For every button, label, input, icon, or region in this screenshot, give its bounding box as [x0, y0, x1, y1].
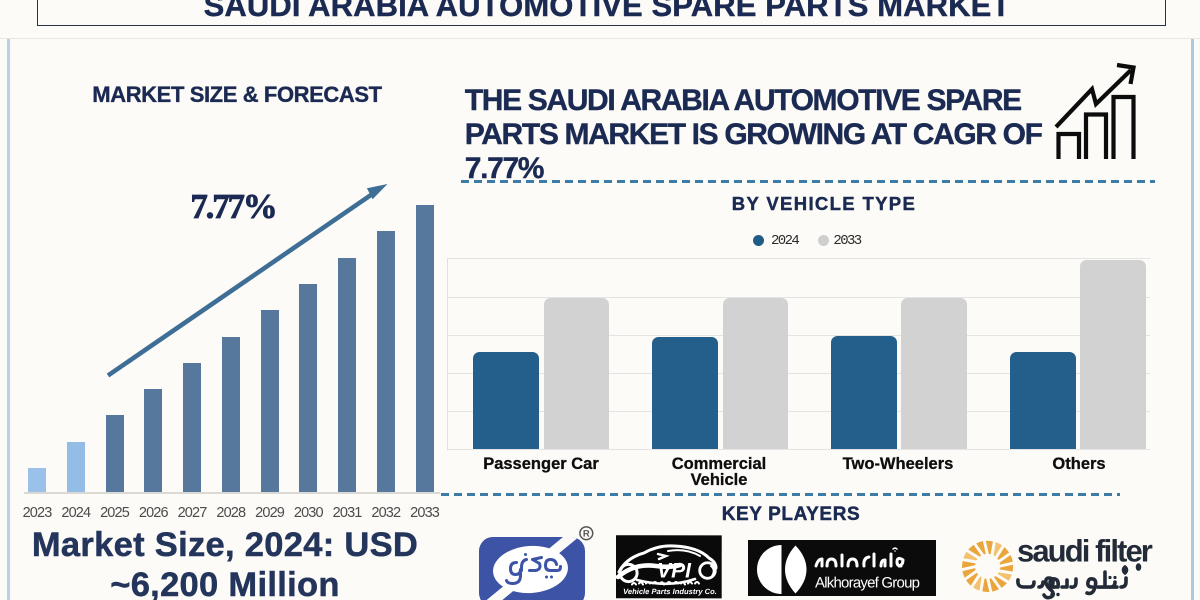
svg-text:Vehicle Parts Industry Co.: Vehicle Parts Industry Co. — [623, 587, 717, 596]
svg-text:R: R — [583, 529, 590, 540]
svg-text:saudi filter: saudi filter — [1017, 533, 1153, 568]
svg-text:VPI: VPI — [657, 559, 692, 582]
svg-text:Alkhorayef Group: Alkhorayef Group — [815, 574, 920, 591]
